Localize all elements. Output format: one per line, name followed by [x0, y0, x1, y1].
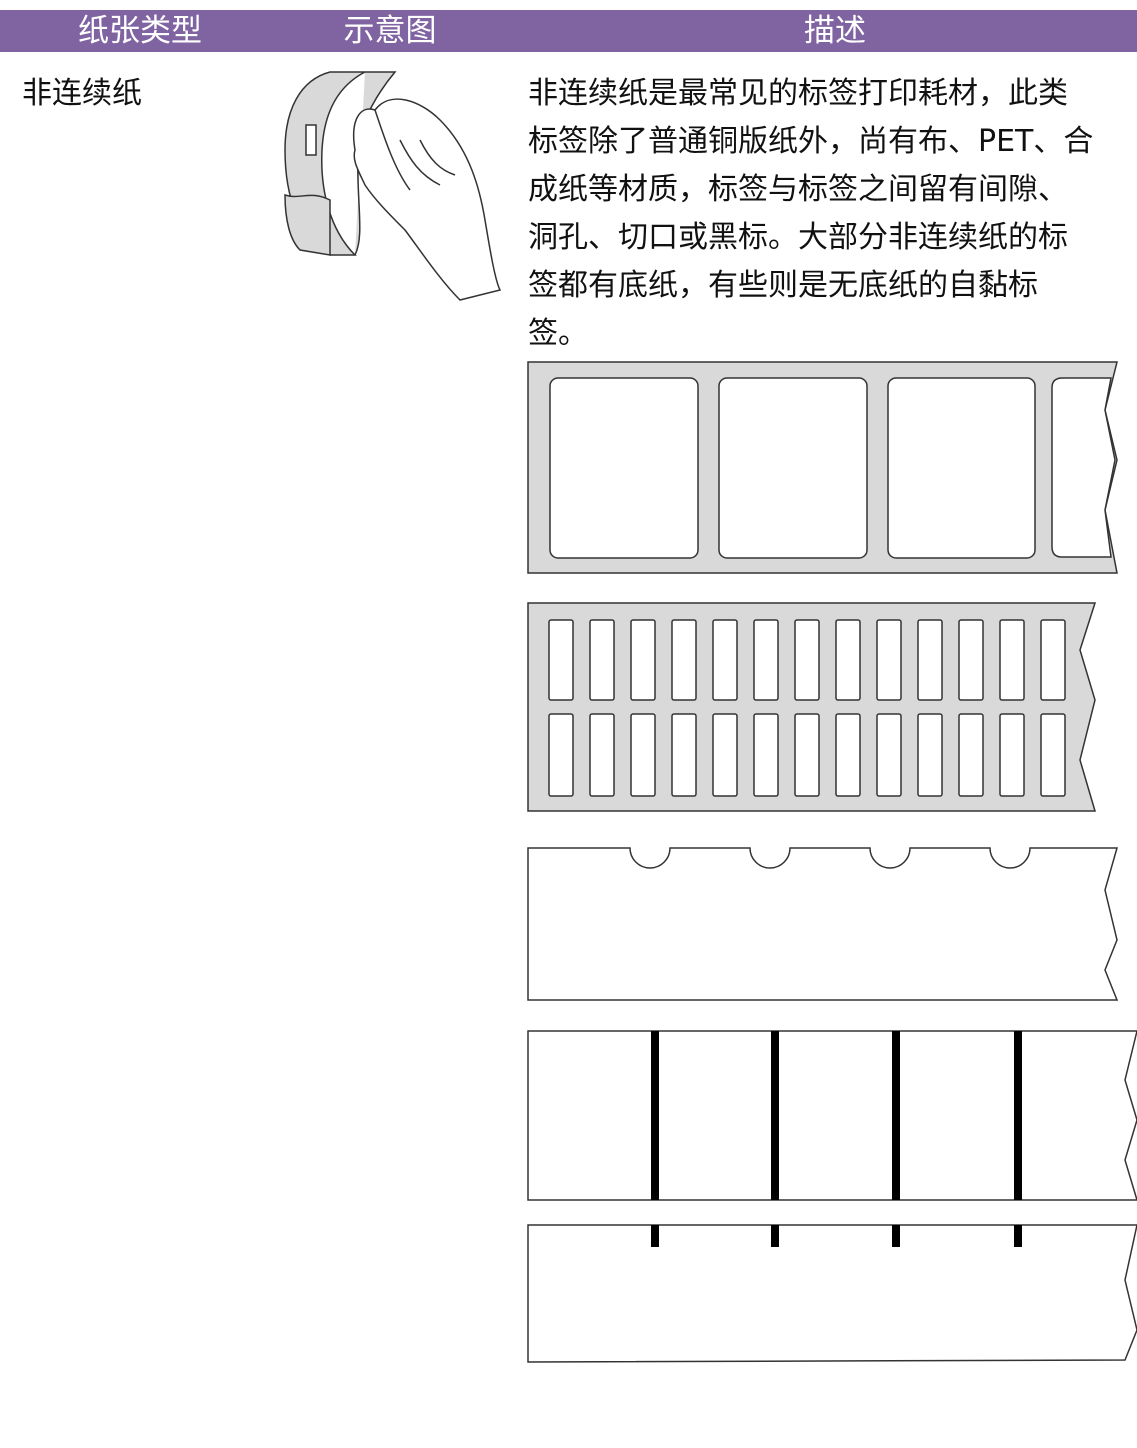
description-line: 签都有底纸，有些则是无底纸的自黏标 [528, 268, 1038, 303]
header-cell: 示意图 [343, 13, 437, 49]
small-label [589, 619, 615, 701]
small-label [917, 713, 943, 797]
short-mark-paper [527, 1224, 1137, 1363]
small-label [630, 619, 656, 701]
black-mark-paper [527, 1030, 1137, 1201]
small-label [548, 713, 574, 797]
small-label [876, 619, 902, 701]
description-line: 标签除了普通铜版纸外，尚有布、PET、合 [528, 124, 1094, 159]
small-label [999, 619, 1025, 701]
small-label [671, 713, 697, 797]
small-label [835, 619, 861, 701]
description-line: 签。 [528, 316, 588, 351]
header-cell: 纸张类型 [78, 13, 202, 49]
narrow-labels [527, 602, 1097, 812]
description-line: 非连续纸是最常见的标签打印耗材，此类 [528, 76, 1068, 111]
description-line: 洞孔、切口或黑标。大部分非连续纸的标 [528, 220, 1068, 255]
notch-paper [527, 847, 1119, 1001]
description-line: 成纸等材质，标签与标签之间留有间隙、 [528, 172, 1068, 207]
small-label [794, 619, 820, 701]
small-label [671, 619, 697, 701]
small-label [958, 619, 984, 701]
header-cell: 描述 [804, 13, 866, 49]
small-label [958, 713, 984, 797]
small-label [712, 619, 738, 701]
small-label [548, 619, 574, 701]
hand-roll [284, 71, 502, 301]
small-label [753, 713, 779, 797]
small-label [589, 713, 615, 797]
small-label [712, 713, 738, 797]
gap-labels [527, 361, 1118, 574]
small-label [753, 619, 779, 701]
small-label [1040, 619, 1066, 701]
small-label [999, 713, 1025, 797]
small-label [917, 619, 943, 701]
small-label [1040, 713, 1066, 797]
header-bar [0, 10, 1137, 52]
small-label [630, 713, 656, 797]
small-label [876, 713, 902, 797]
small-label [835, 713, 861, 797]
paper-type: 非连续纸 [22, 76, 142, 111]
small-label [794, 713, 820, 797]
